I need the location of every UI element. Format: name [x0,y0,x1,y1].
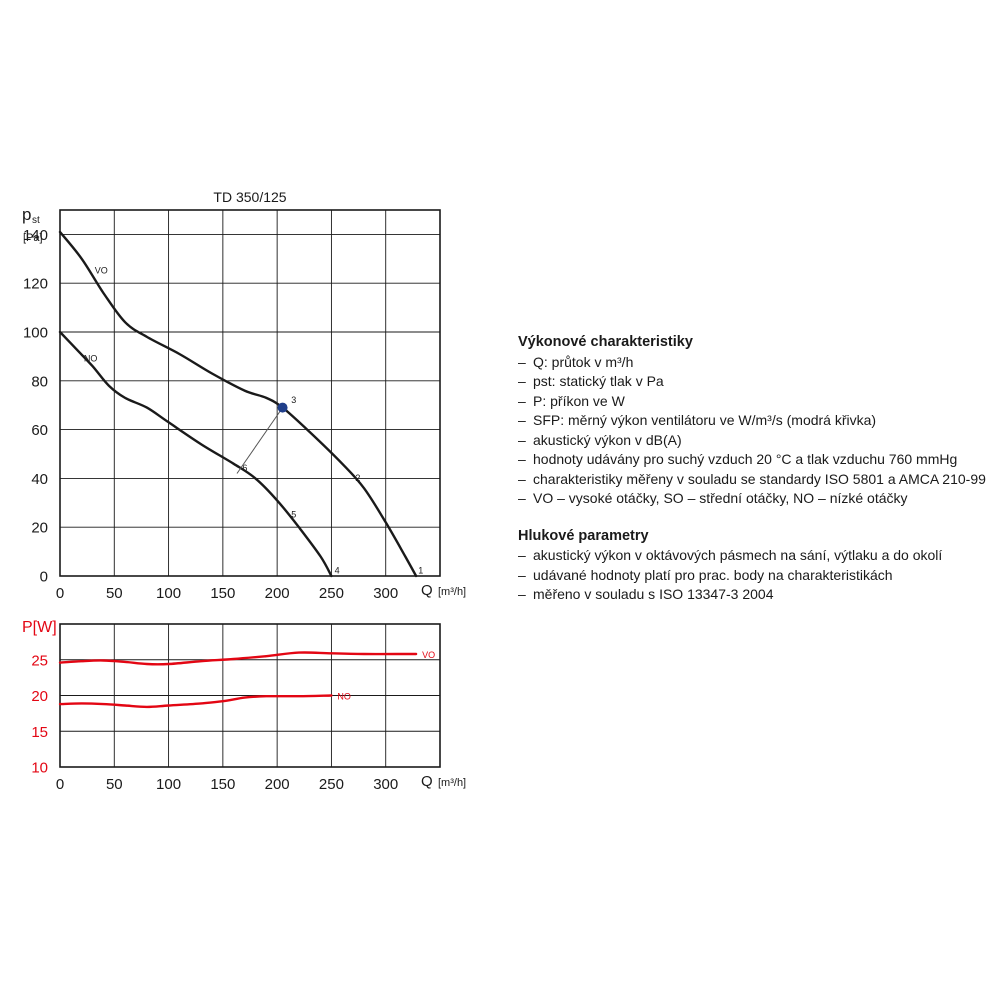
noise-item: akustický výkon v oktávových pásmech na … [518,546,988,566]
plot-frame [59,623,441,768]
noise-item: udávané hodnoty platí pro prac. body na … [518,566,988,586]
y-tick-label: 15 [31,724,48,741]
y-tick-label: 0 [40,569,48,586]
y-tick-label: 20 [31,688,48,705]
point-label: 4 [335,566,340,576]
x-tick-label: 0 [56,585,64,602]
x-tick-label: 150 [210,585,235,602]
performance-item: VO – vysoké otáčky, SO – střední otáčky,… [518,489,988,509]
x-axis-unit: [m³/h] [438,777,466,789]
y-tick-label: 10 [31,760,48,777]
series-line-vo [58,651,418,666]
curve-label: NO [84,353,98,363]
x-tick-label: 150 [210,776,235,793]
performance-item: hodnoty udávány pro suchý vzduch 20 °C a… [518,450,988,470]
performance-item: pst: statický tlak v Pa [518,372,988,392]
x-tick-label: 50 [106,585,123,602]
y-axis-label-sub: st [32,215,40,226]
y-tick-label: 60 [31,422,48,439]
noise-section: Hlukové parametry akustický výkon v oktá… [518,527,988,605]
performance-item: Q: průtok v m³/h [518,353,988,373]
x-axis-label: Q [421,773,433,790]
series-end-label: VO [422,650,435,660]
x-tick-label: 200 [265,776,290,793]
series-line-no [58,694,333,709]
x-tick-label: 250 [319,776,344,793]
noise-title: Hlukové parametry [518,527,649,544]
performance-list: Q: průtok v m³/h pst: statický tlak v Pa… [518,353,988,509]
y-tick-label: 20 [31,520,48,537]
y-axis-label: p [22,205,31,224]
point-label: 1 [418,566,423,576]
chart-title: TD 350/125 [213,189,286,205]
operating-point-marker [277,402,288,413]
y-tick-label: 80 [31,373,48,390]
point-label: 2 [355,473,360,483]
x-tick-label: 250 [319,585,344,602]
series-end-label: NO [337,692,351,702]
y-axis-label: P[W] [22,619,57,636]
performance-item: P: příkon ve W [518,392,988,412]
legend-panel: Výkonové charakteristiky Q: průtok v m³/… [518,333,988,605]
point-label: 5 [291,509,296,519]
performance-item: akustický výkon v dB(A) [518,431,988,451]
x-tick-label: 300 [373,776,398,793]
y-tick-label: 120 [23,276,48,293]
y-tick-label: 25 [31,652,48,669]
y-tick-label: 140 [23,227,48,244]
x-axis-unit: [m³/h] [438,586,466,598]
point-label: 3 [291,395,296,405]
series-line-no [58,330,333,578]
y-tick-label: 100 [23,325,48,342]
plot-frame [59,209,441,577]
y-tick-label: 40 [31,471,48,488]
curve-label: VO [95,265,108,275]
x-tick-label: 50 [106,776,123,793]
x-tick-label: 100 [156,585,181,602]
y-axis-unit: [Pa] [23,232,43,244]
performance-item: charakteristiky měřeny v souladu se stan… [518,470,988,490]
series-line-vo [58,230,418,578]
x-tick-label: 200 [265,585,290,602]
noise-item: měřeno v souladu s ISO 13347-3 2004 [518,585,988,605]
x-tick-label: 100 [156,776,181,793]
x-tick-label: 300 [373,585,398,602]
performance-title: Výkonové charakteristiky [518,334,693,350]
x-axis-label: Q [421,582,433,599]
performance-item: SFP: měrný výkon ventilátoru ve W/m³/s (… [518,411,988,431]
system-curve [236,407,283,474]
point-label: 6 [242,463,247,473]
x-tick-label: 0 [56,776,64,793]
noise-list: akustický výkon v oktávových pásmech na … [518,546,988,605]
